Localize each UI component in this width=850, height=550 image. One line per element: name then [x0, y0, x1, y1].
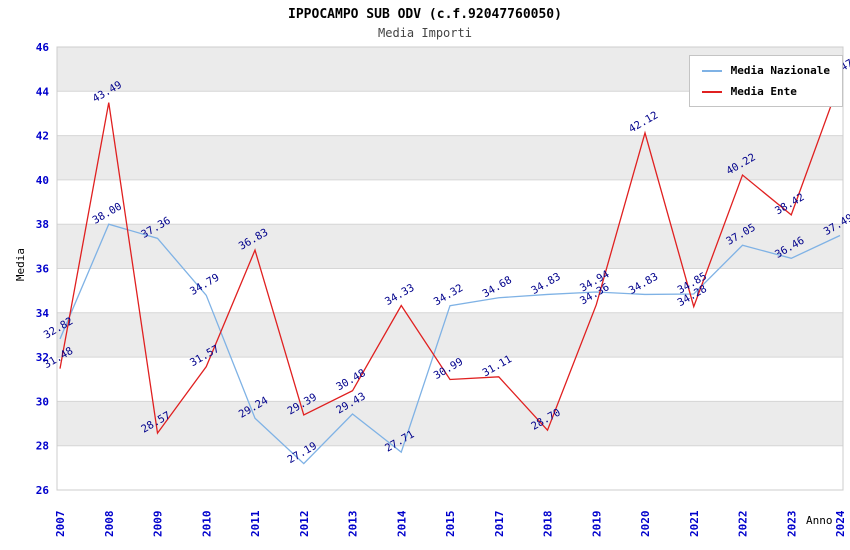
y-tick-label: 38 [36, 218, 49, 231]
x-tick-label: 2018 [542, 511, 555, 538]
x-tick-label: 2011 [249, 510, 262, 537]
y-tick-label: 44 [36, 85, 50, 98]
series-line-media-nazionale [59, 223, 841, 465]
y-axis-title: Media [14, 247, 28, 282]
y-tick-label: 32 [36, 351, 49, 364]
legend-item-media-nazionale: Media Nazionale [701, 64, 830, 77]
chart-title: IPPOCAMPO SUB ODV (c.f.92047760050) [288, 7, 562, 22]
plot-band [57, 179, 843, 225]
legend-label-media-nazionale: Media Nazionale [730, 64, 830, 77]
plot-band [57, 401, 843, 446]
y-tick-label: 34 [36, 307, 50, 320]
plot-band [57, 224, 843, 269]
plot-band [57, 445, 843, 490]
x-tick-label: 2017 [493, 511, 506, 538]
plot-band [57, 312, 843, 358]
x-tick-label: 2022 [737, 511, 750, 538]
y-tick-label: 40 [36, 174, 49, 187]
x-tick-label: 2023 [785, 511, 798, 538]
y-tick-label: 30 [36, 395, 49, 408]
x-tick-label: 2024 [834, 510, 847, 537]
x-tick-label: 2015 [444, 511, 457, 538]
legend-label-media-ente: Media Ente [730, 85, 797, 98]
legend-item-media-ente: Media Ente [701, 85, 830, 98]
legend-line-media-nazionale-icon [701, 69, 722, 72]
legend-line-media-ente-icon [701, 90, 722, 93]
y-tick-label: 36 [36, 263, 50, 276]
plot-border [56, 46, 844, 491]
y-tick-label: 26 [36, 484, 50, 497]
x-tick-label: 2013 [347, 511, 360, 538]
x-tick-label: 2010 [200, 511, 213, 538]
x-tick-label: 2021 [688, 510, 701, 537]
x-tick-label: 2019 [590, 511, 603, 538]
chart-subtitle: Media Importi [378, 26, 472, 40]
x-tick-label: 2007 [54, 511, 67, 538]
x-tick-label: 2020 [639, 511, 652, 538]
x-axis-title: Anno [806, 514, 833, 527]
x-tick-label: 2014 [395, 510, 408, 537]
x-tick-label: 2009 [152, 511, 165, 538]
plot-band [57, 135, 843, 180]
y-tick-label: 42 [36, 130, 49, 143]
legend: Media Nazionale Media Ente [688, 55, 843, 107]
series-line-media-ente [59, 80, 841, 435]
x-tick-label: 2008 [103, 511, 116, 538]
y-tick-label: 46 [36, 41, 50, 54]
y-tick-label: 28 [36, 440, 49, 453]
x-tick-label: 2012 [298, 511, 311, 538]
